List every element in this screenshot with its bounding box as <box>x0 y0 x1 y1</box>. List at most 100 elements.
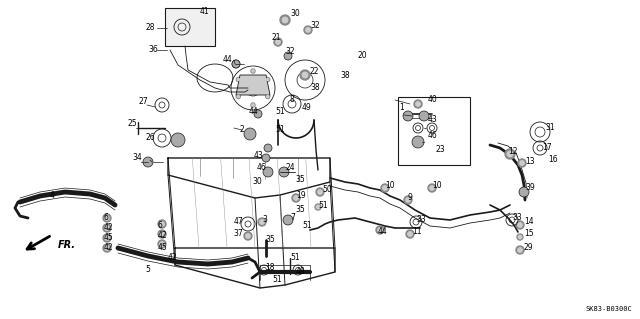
Text: 20: 20 <box>358 50 367 60</box>
Text: 30: 30 <box>290 10 300 19</box>
Circle shape <box>244 128 256 140</box>
Circle shape <box>519 187 529 197</box>
Circle shape <box>508 151 513 157</box>
Circle shape <box>518 159 526 167</box>
Circle shape <box>304 26 312 34</box>
Circle shape <box>414 100 422 108</box>
Circle shape <box>103 214 111 222</box>
Text: 38: 38 <box>310 84 319 93</box>
Circle shape <box>266 94 269 99</box>
Text: 30: 30 <box>252 177 262 187</box>
Text: 3: 3 <box>262 216 267 225</box>
Text: 36: 36 <box>148 46 158 55</box>
Circle shape <box>516 221 524 229</box>
Text: 6: 6 <box>158 220 163 229</box>
Circle shape <box>517 234 523 240</box>
Text: 44: 44 <box>248 108 258 116</box>
Text: 22: 22 <box>310 68 319 77</box>
Circle shape <box>419 111 429 121</box>
Circle shape <box>260 220 264 224</box>
Text: 32: 32 <box>310 21 319 31</box>
Circle shape <box>267 78 269 81</box>
Circle shape <box>103 234 111 242</box>
Circle shape <box>520 161 524 165</box>
Text: 46: 46 <box>256 164 266 173</box>
Circle shape <box>232 60 240 68</box>
Circle shape <box>376 226 384 234</box>
Text: FR.: FR. <box>58 240 76 250</box>
Text: 43: 43 <box>428 115 438 124</box>
Circle shape <box>258 218 266 226</box>
Circle shape <box>160 242 164 246</box>
Circle shape <box>428 184 436 192</box>
Text: 42: 42 <box>158 232 168 241</box>
Circle shape <box>244 232 252 240</box>
Circle shape <box>105 246 109 250</box>
Text: 51: 51 <box>290 254 300 263</box>
Text: 40: 40 <box>428 95 438 105</box>
Circle shape <box>237 95 239 98</box>
Text: 28: 28 <box>145 24 155 33</box>
Circle shape <box>318 190 322 194</box>
Text: 33: 33 <box>416 216 426 225</box>
Text: 35: 35 <box>265 235 275 244</box>
Text: 42: 42 <box>104 243 114 253</box>
Text: 46: 46 <box>428 130 438 139</box>
Circle shape <box>236 78 240 81</box>
Text: 19: 19 <box>296 191 306 201</box>
Circle shape <box>516 246 524 254</box>
Text: 35: 35 <box>295 205 305 214</box>
Text: 26: 26 <box>145 133 155 143</box>
Text: 51: 51 <box>275 108 285 116</box>
Circle shape <box>315 204 321 210</box>
Circle shape <box>251 69 255 73</box>
Text: 17: 17 <box>542 144 552 152</box>
Circle shape <box>300 70 310 80</box>
Text: 39: 39 <box>525 183 535 192</box>
Circle shape <box>103 244 111 252</box>
Text: 23: 23 <box>435 145 445 154</box>
Text: 16: 16 <box>548 155 557 165</box>
Circle shape <box>306 28 310 32</box>
Circle shape <box>171 133 185 147</box>
Circle shape <box>160 232 164 236</box>
Circle shape <box>254 110 262 118</box>
Text: 11: 11 <box>412 227 422 236</box>
Text: 38: 38 <box>340 70 349 79</box>
Circle shape <box>416 102 420 106</box>
Circle shape <box>105 216 109 220</box>
Text: 42: 42 <box>104 224 114 233</box>
Circle shape <box>266 78 269 81</box>
Circle shape <box>292 194 300 202</box>
Text: 44: 44 <box>222 56 232 64</box>
Text: 18: 18 <box>265 263 275 272</box>
Circle shape <box>103 224 111 232</box>
Circle shape <box>406 230 414 238</box>
Bar <box>165 8 215 46</box>
Text: 8: 8 <box>290 95 295 105</box>
Circle shape <box>276 40 280 44</box>
Circle shape <box>406 198 410 202</box>
Text: 27: 27 <box>138 98 148 107</box>
Text: 51: 51 <box>318 201 328 210</box>
Circle shape <box>143 157 153 167</box>
Circle shape <box>105 226 109 230</box>
Circle shape <box>283 215 293 225</box>
Text: 31: 31 <box>545 123 555 132</box>
Circle shape <box>279 167 289 177</box>
Circle shape <box>252 70 254 72</box>
Circle shape <box>251 103 255 107</box>
Text: 51: 51 <box>275 125 285 135</box>
Circle shape <box>383 186 387 190</box>
Text: 21: 21 <box>272 33 282 42</box>
Text: 1: 1 <box>399 102 404 112</box>
Circle shape <box>316 188 324 196</box>
Text: 45: 45 <box>104 234 114 242</box>
Circle shape <box>252 104 254 106</box>
Text: 44: 44 <box>378 227 388 236</box>
Text: 35: 35 <box>295 175 305 184</box>
Text: 10: 10 <box>432 181 442 189</box>
Text: 10: 10 <box>385 181 395 189</box>
Circle shape <box>430 186 434 190</box>
Circle shape <box>237 78 239 81</box>
